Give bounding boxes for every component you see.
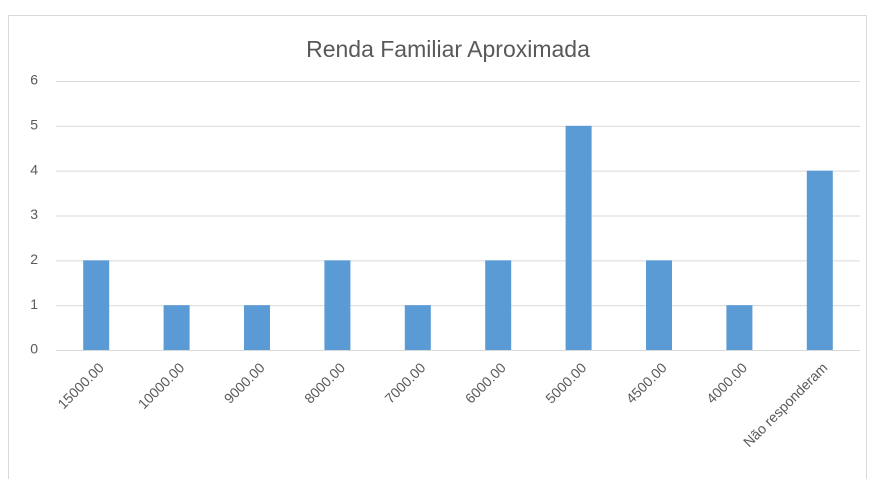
y-tick-label: 3	[30, 206, 38, 222]
bar	[806, 170, 833, 350]
bar	[83, 260, 110, 350]
x-tick-label: 15000.00	[54, 359, 107, 412]
chart-border	[8, 15, 867, 479]
x-tick-label: Não responderam	[740, 359, 831, 450]
bar	[163, 305, 190, 350]
x-tick-label: 4500.00	[623, 359, 670, 406]
bar	[324, 260, 351, 350]
bar	[646, 260, 672, 350]
x-tick-label: 8000.00	[301, 359, 348, 406]
bar	[726, 305, 753, 350]
x-tick-label: 10000.00	[135, 359, 188, 412]
y-tick-label: 0	[30, 341, 38, 357]
chart-title: Renda Familiar Aproximada	[306, 36, 590, 62]
x-tick-label: 9000.00	[221, 359, 268, 406]
bar	[485, 260, 512, 350]
x-tick-label: 7000.00	[381, 359, 428, 406]
bar	[565, 125, 592, 350]
y-tick-label: 4	[30, 161, 38, 177]
y-tick-label: 6	[30, 72, 38, 88]
y-tick-label: 5	[30, 117, 38, 133]
x-tick-label: 5000.00	[542, 359, 589, 406]
x-tick-label: 4000.00	[703, 359, 750, 406]
y-tick-label: 2	[30, 251, 38, 267]
bar	[404, 305, 431, 350]
y-tick-label: 1	[30, 296, 38, 312]
x-tick-label: 6000.00	[462, 359, 509, 406]
bar	[244, 305, 270, 350]
